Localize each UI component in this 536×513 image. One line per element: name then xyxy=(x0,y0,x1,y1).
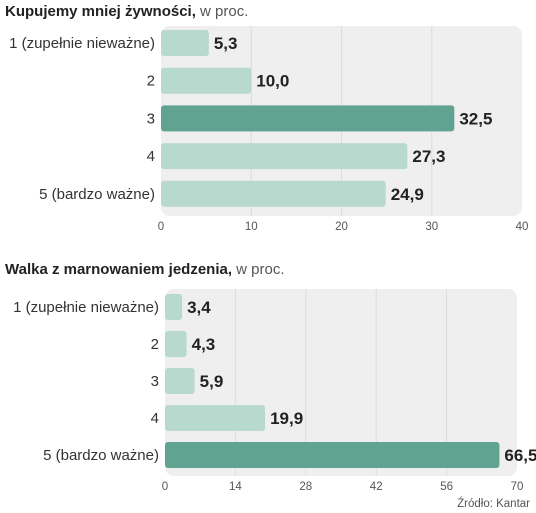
chart-2-bar xyxy=(165,405,266,431)
chart-2-title: Walka z marnowaniem jedzenia, w proc. xyxy=(5,261,285,278)
chart-2-category-label: 2 xyxy=(151,336,159,353)
chart-1-category-label: 3 xyxy=(147,110,155,127)
chart-2-subtitle: w proc. xyxy=(232,261,285,278)
source-note: Źródło: Kantar xyxy=(457,497,530,510)
chart-2-tick-label: 42 xyxy=(370,481,383,493)
chart-2-bar xyxy=(165,294,183,320)
chart-2-category-label: 5 (bardzo ważne) xyxy=(43,447,159,464)
chart-1-category-label: 1 (zupełnie nieważne) xyxy=(9,35,155,52)
chart-2-category-label: 3 xyxy=(151,373,159,390)
chart-2-tick-label: 0 xyxy=(162,481,168,493)
chart-1-tick-label: 40 xyxy=(516,221,529,233)
chart-2-tick-label: 56 xyxy=(440,481,453,493)
chart-2-value-label: 19,9 xyxy=(270,409,303,428)
chart-2-bar xyxy=(165,368,195,394)
chart-1-title: Kupujemy mniej żywności, w proc. xyxy=(5,3,248,20)
chart-1-bar xyxy=(161,30,209,56)
chart-1-bar xyxy=(161,105,455,132)
chart-2-value-label: 66,5 xyxy=(504,446,536,465)
chart-1-tick-label: 10 xyxy=(245,221,258,233)
chart-2-value-label: 3,4 xyxy=(187,298,211,317)
chart-1-category-label: 2 xyxy=(147,73,155,90)
chart-2-value-label: 4,3 xyxy=(192,335,216,354)
chart-1-tick-label: 0 xyxy=(158,221,164,233)
chart-2-bar xyxy=(165,331,187,357)
chart-1-value-label: 24,9 xyxy=(391,185,424,204)
chart-1-bar xyxy=(161,67,252,94)
chart-2-tick-label: 14 xyxy=(229,481,242,493)
chart-2-tick-label: 70 xyxy=(511,481,524,493)
chart-1-tick-label: 20 xyxy=(335,221,348,233)
chart-2-category-label: 4 xyxy=(151,410,159,427)
chart-1-value-label: 32,5 xyxy=(459,109,492,128)
chart-1-bar xyxy=(161,180,386,207)
chart-1-bar xyxy=(161,143,408,170)
chart-2-category-label: 1 (zupełnie nieważne) xyxy=(13,299,159,316)
chart-1-value-label: 10,0 xyxy=(256,72,289,91)
chart-1-subtitle: w proc. xyxy=(196,3,249,20)
chart-1-category-label: 4 xyxy=(147,148,155,165)
chart-1-value-label: 27,3 xyxy=(412,147,445,166)
chart-2-bar xyxy=(165,442,500,468)
chart-1-category-label: 5 (bardzo ważne) xyxy=(39,186,155,203)
chart-2-value-label: 5,9 xyxy=(200,372,224,391)
chart-1-value-label: 5,3 xyxy=(214,34,238,53)
chart-1-tick-label: 30 xyxy=(425,221,438,233)
chart-2-tick-label: 28 xyxy=(299,481,312,493)
